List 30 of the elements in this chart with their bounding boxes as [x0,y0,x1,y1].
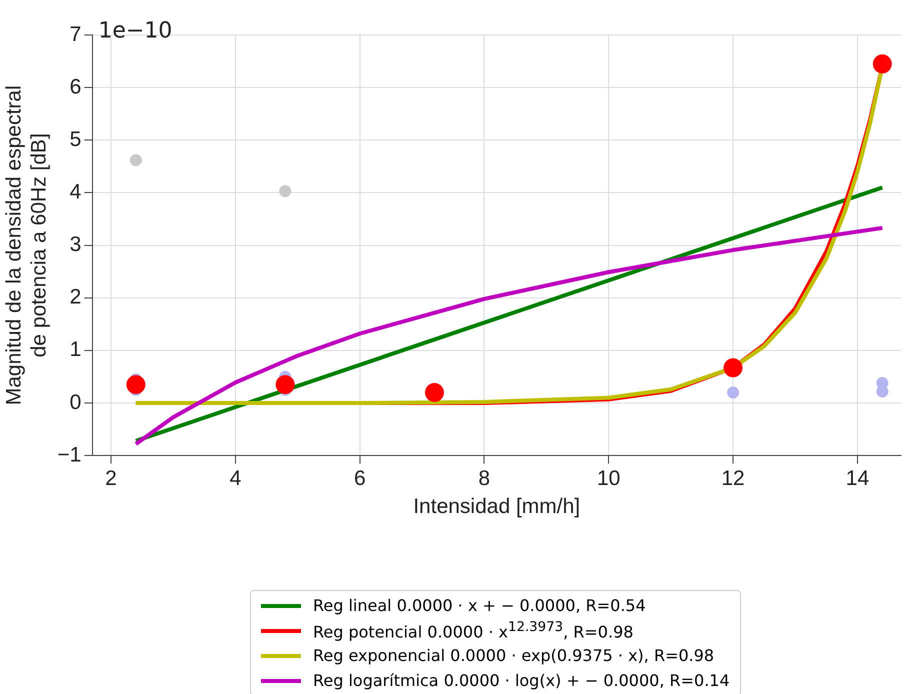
y-tick-label: 5 [70,128,82,151]
x-axis-title: Intensidad [mm/h] [413,495,580,518]
annotation: 1e−10 [98,18,172,44]
legend-label: Reg exponencial 0.0000 · exp(0.9375 · x), R=0.98 [313,646,714,665]
legend-label: Reg logarítmica 0.0000 · log(x) + − 0.0000, R=0.14 [313,671,730,690]
y-tick-label: 2 [70,286,82,309]
point [126,375,146,394]
y-axis-title: Magnitud de la densidad espectral de potencia a 60Hz [dB] [2,85,51,406]
x-tick-label: 14 [846,466,870,490]
x-tick-label: 10 [596,466,620,490]
x-tick-label: 6 [354,466,366,490]
y-tick-label: −1 [57,443,82,466]
point [130,154,142,166]
point [424,383,444,402]
legend-label: Reg potencial 0.0000 · x$^{12.3973}$, R=0.98 [313,620,634,642]
y-tick-label: 1 [70,338,82,362]
x-tick-label: 8 [478,466,490,490]
point [724,358,743,378]
x-tick-label: 4 [230,466,242,490]
legend-label: Reg lineal 0.0000 · x + − 0.0000, R=0.54 [313,596,646,615]
y-tick-label: 6 [70,75,82,98]
x-tick-label: 2 [105,466,117,490]
x-tick-label: 12 [721,466,745,490]
point [279,185,292,198]
point [727,386,740,399]
y-tick-label: 3 [70,233,82,256]
y-tick-label: 0 [70,390,82,414]
y-tick-label: 7 [70,22,82,46]
y-tick-label: 4 [70,180,82,204]
point [872,54,892,74]
